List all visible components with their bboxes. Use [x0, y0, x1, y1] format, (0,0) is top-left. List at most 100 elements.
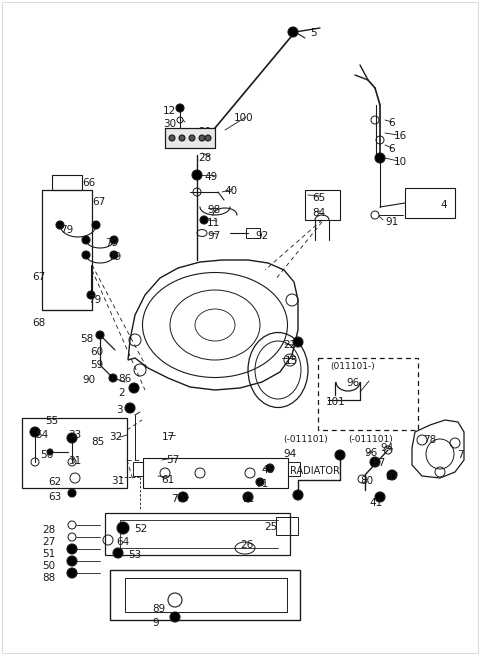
Text: 82: 82 — [198, 140, 211, 150]
Text: 6: 6 — [388, 144, 395, 154]
Circle shape — [293, 490, 303, 500]
Text: 55: 55 — [45, 416, 58, 426]
Circle shape — [87, 291, 95, 299]
Text: 87: 87 — [385, 472, 398, 482]
Text: 68: 68 — [32, 318, 45, 328]
Bar — [288, 462, 300, 476]
Circle shape — [169, 135, 175, 141]
Text: (011101-): (011101-) — [330, 362, 375, 371]
Text: 57: 57 — [166, 455, 179, 465]
Text: 85: 85 — [91, 437, 104, 447]
Circle shape — [110, 251, 118, 259]
Text: 29: 29 — [198, 127, 211, 137]
Text: 25: 25 — [264, 522, 277, 532]
Text: 60: 60 — [90, 347, 103, 357]
Text: RADIATOR: RADIATOR — [290, 466, 340, 476]
Circle shape — [113, 548, 123, 558]
Text: 84: 84 — [312, 208, 325, 218]
Circle shape — [109, 374, 117, 382]
Text: 91: 91 — [385, 217, 398, 227]
Bar — [405, 188, 455, 218]
Circle shape — [375, 492, 385, 502]
Circle shape — [199, 135, 205, 141]
Circle shape — [67, 556, 77, 566]
Circle shape — [179, 135, 185, 141]
Text: 52: 52 — [134, 524, 147, 534]
Bar — [165, 128, 215, 148]
Text: 80: 80 — [360, 476, 373, 486]
Bar — [143, 458, 288, 488]
Circle shape — [266, 464, 274, 472]
Circle shape — [68, 489, 76, 497]
Text: 94: 94 — [283, 449, 296, 459]
Text: 96: 96 — [346, 378, 359, 388]
Text: 17: 17 — [162, 432, 175, 442]
Text: 79: 79 — [105, 238, 118, 248]
Text: 28: 28 — [198, 153, 211, 163]
Circle shape — [82, 236, 90, 244]
Text: 49: 49 — [204, 172, 217, 182]
Circle shape — [178, 492, 188, 502]
Bar — [165, 128, 215, 148]
Text: 27: 27 — [42, 537, 55, 547]
Bar — [318, 358, 418, 430]
Bar — [133, 462, 143, 476]
Text: 45: 45 — [261, 465, 274, 475]
Text: 2: 2 — [118, 388, 125, 398]
Text: 65: 65 — [312, 193, 325, 203]
Text: 62: 62 — [48, 477, 61, 487]
Text: (-011101): (-011101) — [348, 435, 393, 444]
Text: 41: 41 — [369, 498, 382, 508]
Text: (-011101): (-011101) — [283, 435, 328, 444]
Text: 33: 33 — [68, 430, 81, 440]
Text: 53: 53 — [128, 550, 141, 560]
Bar — [22, 418, 127, 488]
Circle shape — [200, 216, 208, 224]
Bar — [110, 570, 300, 620]
Text: 5: 5 — [310, 28, 317, 38]
Circle shape — [129, 383, 139, 393]
Text: 51: 51 — [42, 549, 55, 559]
Circle shape — [293, 337, 303, 347]
Bar — [246, 228, 260, 238]
Circle shape — [67, 544, 77, 554]
Circle shape — [56, 221, 64, 229]
Text: 94: 94 — [380, 443, 393, 453]
Bar — [125, 578, 287, 612]
Text: 71: 71 — [255, 479, 268, 489]
Text: 11: 11 — [207, 218, 220, 228]
Text: 3: 3 — [116, 405, 122, 415]
Circle shape — [96, 331, 104, 339]
Text: 22: 22 — [283, 340, 296, 350]
Text: 92: 92 — [255, 231, 268, 241]
Text: 67: 67 — [92, 197, 105, 207]
Circle shape — [92, 221, 100, 229]
Text: 50: 50 — [42, 561, 55, 571]
Text: 100: 100 — [234, 113, 253, 123]
Circle shape — [67, 433, 77, 443]
Text: 15: 15 — [285, 356, 298, 366]
Circle shape — [288, 27, 298, 37]
Text: 10: 10 — [394, 157, 407, 167]
Circle shape — [205, 135, 211, 141]
Circle shape — [375, 153, 385, 163]
Text: 61: 61 — [161, 475, 174, 485]
Circle shape — [192, 170, 202, 180]
Circle shape — [30, 427, 40, 437]
Circle shape — [82, 251, 90, 259]
Circle shape — [176, 104, 184, 112]
Text: 64: 64 — [116, 537, 129, 547]
Text: 16: 16 — [394, 131, 407, 141]
Text: 97: 97 — [207, 231, 220, 241]
Text: 4: 4 — [440, 200, 446, 210]
Text: 67: 67 — [32, 272, 45, 282]
Circle shape — [370, 457, 380, 467]
Text: 87: 87 — [372, 458, 385, 468]
Text: 12: 12 — [163, 106, 176, 116]
Text: 101: 101 — [326, 397, 346, 407]
Text: 78: 78 — [423, 435, 436, 445]
Text: 88: 88 — [42, 573, 55, 583]
Bar — [52, 175, 82, 190]
Text: 71: 71 — [241, 494, 254, 504]
Circle shape — [110, 236, 118, 244]
